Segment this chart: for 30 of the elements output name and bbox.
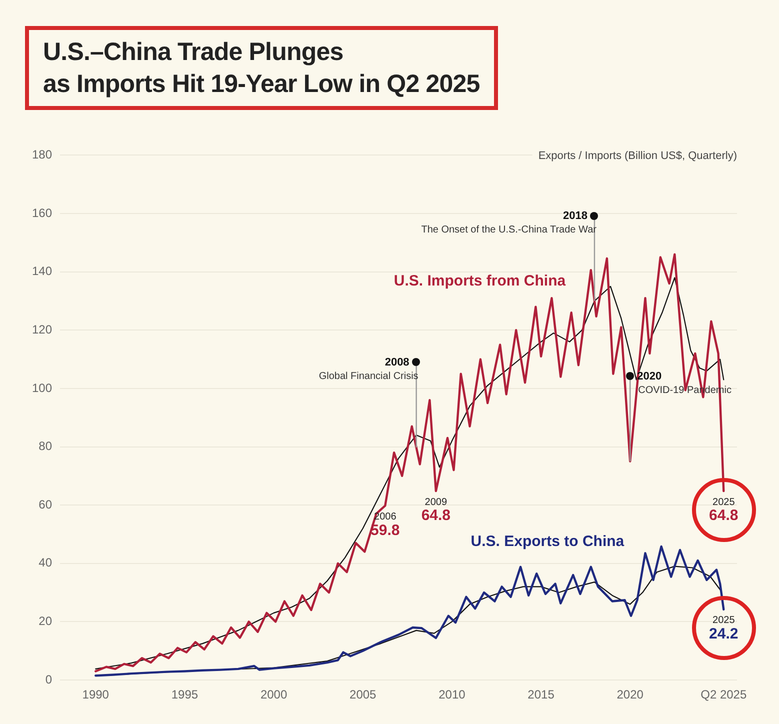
ref-line-label: 2008 Global Financial Crisis: [318, 356, 418, 382]
x-tick-label: 2015: [528, 688, 555, 702]
series-label: U.S. Imports from China: [394, 272, 566, 290]
annotation: 2009: [424, 496, 448, 508]
x-tick-label: 1995: [171, 688, 198, 702]
x-tick-label: 2000: [260, 688, 288, 702]
y-tick-label: 160: [32, 206, 52, 220]
y-tick-label: 0: [45, 672, 52, 686]
chart-title: U.S.–China Trade Plunges as Imports Hit 19-Year Low in Q2 2025: [25, 26, 498, 110]
y-axis-title: Exports / Imports (Billion US$, Quarterly): [538, 150, 737, 162]
x-tick-label: 2005: [350, 688, 377, 702]
y-tick-label: 100: [32, 380, 52, 395]
data-label: 64.8: [709, 507, 738, 524]
y-tick-label: 80: [38, 439, 52, 454]
y-tick-label: 60: [38, 497, 52, 512]
y-tick-label: 120: [32, 322, 52, 336]
x-tick-label: Q2 2025: [700, 688, 747, 702]
y-tick-label: 20: [38, 614, 52, 628]
x-tick-label: 1990: [82, 688, 110, 702]
data-label: 24.2: [709, 626, 738, 643]
y-tick-label: 180: [32, 148, 52, 162]
x-tick-label: 2010: [438, 688, 466, 702]
y-tick-label: 40: [38, 556, 52, 570]
annotation: 2025: [712, 615, 736, 626]
data-label: 64.8: [421, 507, 451, 524]
y-tick-label: 140: [32, 264, 52, 278]
ref-line-label: 2018 The Onset of the U.S.-China Trade War: [421, 210, 598, 236]
annotation: 2025: [712, 496, 736, 508]
series-label: U.S. Exports to China: [470, 533, 625, 550]
x-tick-label: 2020: [616, 688, 644, 702]
